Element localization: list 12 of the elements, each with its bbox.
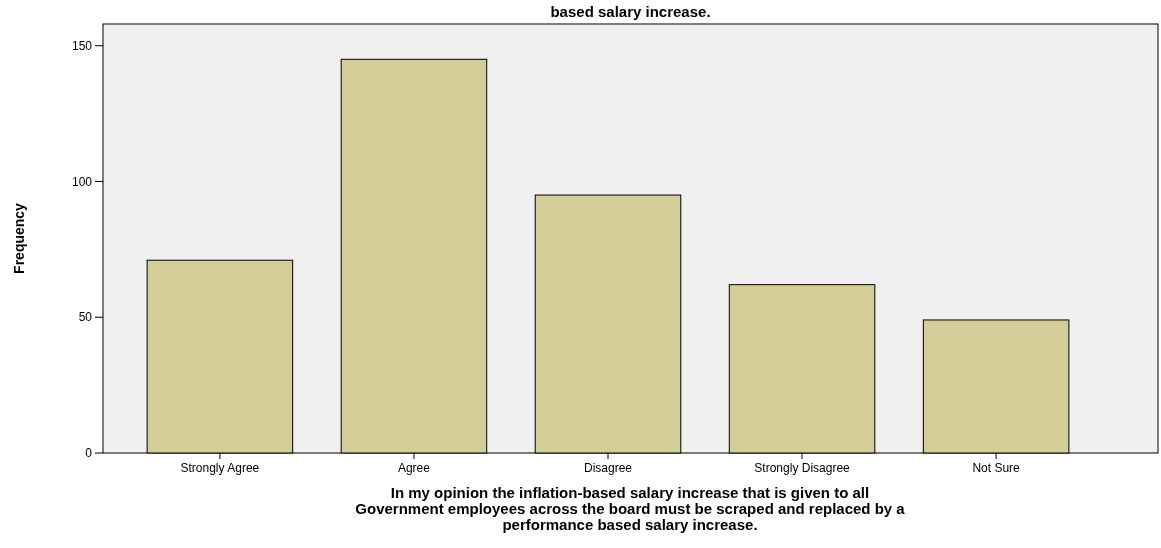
x-tick-label: Not Sure <box>972 461 1021 475</box>
x-tick-label: Strongly Disagree <box>754 461 851 475</box>
chart-title: based salary increase. <box>550 3 711 20</box>
x-axis-title: In my opinion the inflation-based salary increase that is given to all Government employees across the board must be scraped and replaced by a performance based salary increase. <box>355 484 906 533</box>
x-tick-label: Strongly Agree <box>180 461 260 475</box>
y-tick-label: 50 <box>78 310 93 325</box>
x-tick-label: Disagree <box>583 461 633 475</box>
y-tick-label: 100 <box>71 174 93 189</box>
y-axis-title: Frequency <box>11 202 27 274</box>
y-tick-label: 150 <box>71 38 93 53</box>
x-tick-label: Agree <box>397 461 431 475</box>
y-tick-label: 0 <box>85 446 93 461</box>
